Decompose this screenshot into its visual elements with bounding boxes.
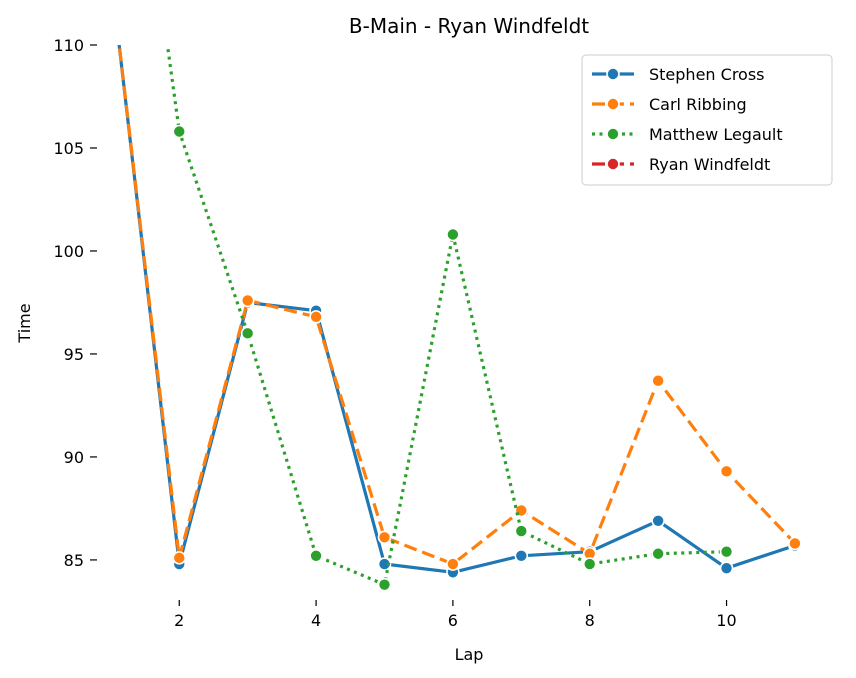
data-point (240, 293, 255, 308)
data-point (514, 524, 529, 538)
y-tick-label: 110 (53, 36, 84, 55)
x-tick-label: 4 (311, 611, 321, 630)
y-axis-title: Time (15, 303, 34, 343)
data-point (309, 549, 323, 563)
legend-label: Ryan Windfeldt (649, 155, 770, 174)
data-point (446, 557, 460, 571)
legend-box (581, 54, 833, 186)
legend-label: Matthew Legault (649, 125, 783, 144)
data-point (309, 310, 323, 324)
legend: Stephen Cross Carl Ribbing Matthew Legault… (581, 54, 833, 186)
y-tick-label: 105 (53, 139, 84, 158)
series-line-1 (117, 45, 797, 566)
data-point (651, 546, 665, 561)
x-tick-label: 6 (448, 611, 458, 630)
legend-marker (606, 97, 620, 111)
y-tick-label: 90 (64, 448, 84, 467)
data-point (240, 326, 255, 341)
data-point (377, 557, 392, 571)
data-point (172, 551, 187, 565)
legend-label: Stephen Cross (649, 65, 765, 84)
data-point (582, 557, 597, 571)
data-point (719, 561, 734, 575)
data-point (651, 373, 665, 388)
legend-marker (606, 67, 620, 81)
chart-title: B-Main - Ryan Windfeldt (349, 14, 589, 38)
data-point (446, 227, 460, 242)
x-tick-label: 2 (174, 611, 184, 630)
data-point (788, 536, 802, 551)
data-point (172, 124, 187, 139)
legend-marker (606, 157, 620, 171)
data-point (377, 530, 392, 545)
y-axis: 85 90 95 100 105 110 (53, 36, 97, 570)
series-line-2 (165, 45, 727, 587)
data-point (514, 549, 529, 563)
data-point (719, 464, 734, 479)
data-point (377, 577, 392, 592)
y-tick-label: 100 (53, 242, 84, 261)
x-axis: 2 4 6 8 10 (174, 600, 737, 630)
x-axis-title: Lap (455, 645, 484, 664)
x-tick-label: 8 (585, 611, 595, 630)
data-point (651, 513, 665, 528)
legend-label: Carl Ribbing (649, 95, 747, 114)
x-tick-label: 10 (716, 611, 736, 630)
data-point (719, 544, 734, 559)
y-tick-label: 95 (64, 345, 84, 364)
legend-marker (606, 127, 620, 141)
series-layer (117, 45, 802, 592)
y-tick-label: 85 (64, 551, 84, 570)
